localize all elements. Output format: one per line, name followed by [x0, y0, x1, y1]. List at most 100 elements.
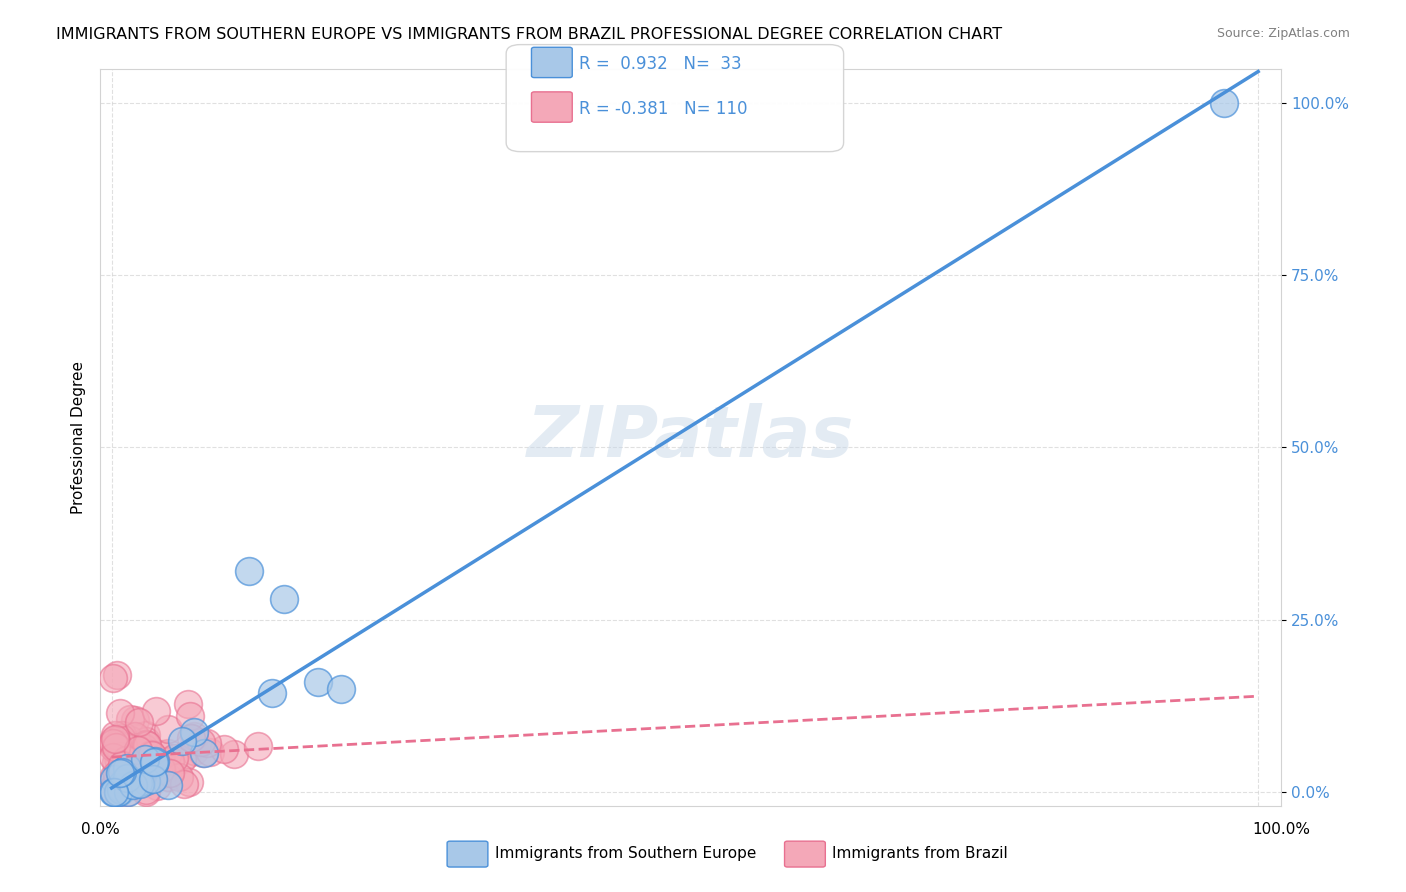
Point — [114, 776, 136, 790]
Point — [120, 733, 142, 747]
Point — [138, 761, 160, 775]
Point — [127, 761, 149, 775]
Point — [124, 740, 146, 755]
Point — [105, 737, 128, 751]
Text: 0.0%: 0.0% — [80, 822, 120, 837]
Point — [115, 753, 138, 767]
Point — [103, 769, 125, 783]
Point — [110, 749, 132, 764]
Point — [124, 730, 146, 744]
Point — [110, 780, 132, 795]
Point — [179, 775, 201, 789]
Point — [115, 774, 138, 789]
Point — [121, 778, 143, 792]
Point — [101, 737, 124, 751]
Text: IMMIGRANTS FROM SOUTHERN EUROPE VS IMMIGRANTS FROM BRAZIL PROFESSIONAL DEGREE CO: IMMIGRANTS FROM SOUTHERN EUROPE VS IMMIG… — [56, 27, 1002, 42]
Point — [273, 591, 295, 606]
Point — [110, 733, 132, 747]
Point — [145, 779, 167, 793]
Text: R =  0.932   N=  33: R = 0.932 N= 33 — [579, 55, 742, 73]
Text: Immigrants from Southern Europe: Immigrants from Southern Europe — [495, 847, 756, 861]
Point — [117, 764, 139, 779]
Point — [110, 731, 132, 745]
Point — [104, 740, 127, 755]
Point — [128, 777, 150, 791]
Point — [135, 734, 157, 748]
Point — [149, 747, 172, 761]
Point — [183, 744, 205, 758]
Point — [224, 747, 246, 761]
Point — [142, 756, 165, 771]
Point — [135, 737, 157, 751]
Point — [262, 685, 284, 699]
Point — [135, 740, 157, 755]
Text: Source: ZipAtlas.com: Source: ZipAtlas.com — [1216, 27, 1350, 40]
Point — [104, 776, 127, 790]
Point — [112, 770, 135, 784]
Point — [125, 731, 148, 746]
Point — [142, 750, 165, 764]
Point — [143, 754, 166, 768]
Point — [125, 760, 148, 774]
Point — [107, 752, 129, 766]
Point — [101, 736, 124, 750]
Point — [117, 771, 139, 785]
Point — [114, 769, 136, 783]
Point — [108, 766, 131, 780]
Point — [177, 697, 200, 711]
Point — [111, 764, 134, 779]
Point — [107, 765, 129, 780]
Point — [108, 785, 131, 799]
Point — [117, 785, 139, 799]
Point — [329, 681, 352, 696]
Point — [101, 734, 124, 748]
Point — [104, 743, 127, 757]
Point — [110, 777, 132, 791]
Point — [114, 773, 136, 788]
Point — [110, 706, 132, 721]
Point — [122, 746, 145, 760]
Point — [129, 745, 152, 759]
Text: Immigrants from Brazil: Immigrants from Brazil — [832, 847, 1008, 861]
Point — [191, 746, 214, 760]
Point — [143, 755, 166, 769]
Point — [101, 785, 124, 799]
Point — [238, 565, 260, 579]
Point — [114, 747, 136, 762]
Point — [179, 709, 201, 723]
Point — [193, 746, 215, 760]
Point — [190, 735, 212, 749]
Point — [183, 725, 205, 739]
Point — [120, 775, 142, 789]
Point — [108, 780, 131, 795]
Point — [101, 739, 124, 754]
Point — [111, 757, 134, 772]
Point — [110, 746, 132, 760]
Point — [103, 772, 125, 786]
Point — [107, 756, 129, 770]
Text: R = -0.381   N= 110: R = -0.381 N= 110 — [579, 100, 748, 118]
Point — [127, 775, 149, 789]
Point — [125, 747, 148, 762]
Point — [114, 768, 136, 782]
Point — [118, 712, 141, 726]
Point — [110, 783, 132, 797]
Point — [131, 766, 153, 780]
Point — [159, 765, 181, 780]
Point — [110, 736, 132, 750]
Point — [114, 740, 136, 755]
Point — [156, 722, 179, 736]
Point — [107, 785, 129, 799]
Point — [112, 779, 135, 793]
Point — [139, 747, 162, 761]
Point — [101, 781, 124, 796]
Point — [101, 749, 124, 764]
Text: ZIPatlas: ZIPatlas — [527, 402, 855, 472]
Point — [157, 770, 180, 784]
Point — [124, 757, 146, 772]
Point — [135, 774, 157, 789]
Point — [145, 704, 167, 718]
Point — [104, 755, 127, 769]
Point — [135, 785, 157, 799]
Point — [169, 770, 191, 784]
